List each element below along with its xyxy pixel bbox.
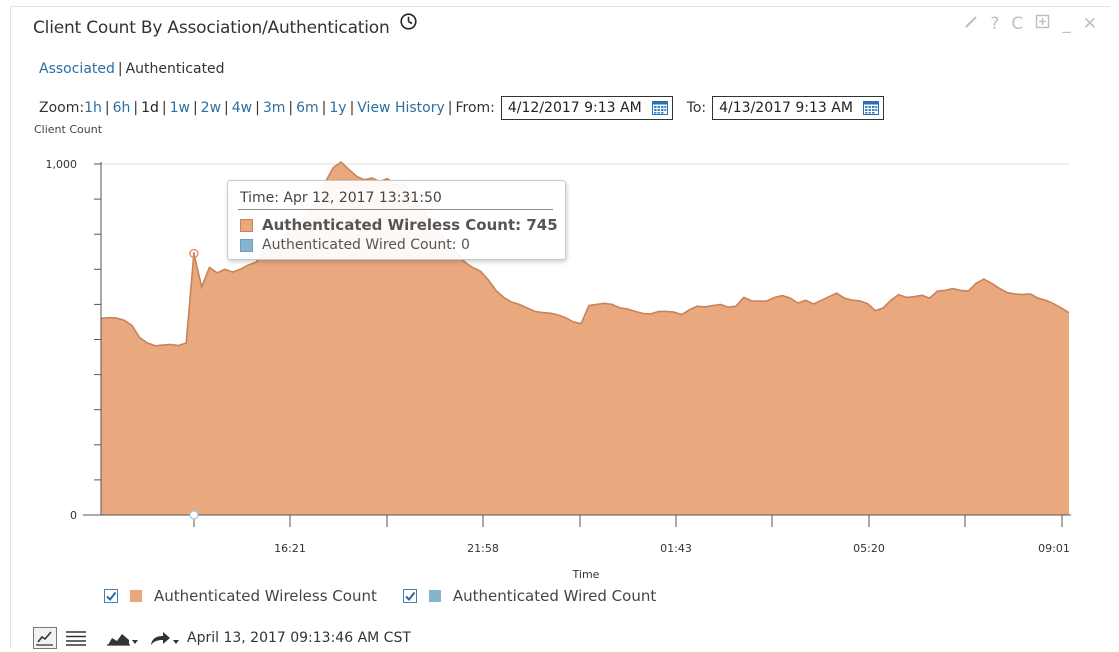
zoom-separator: | — [447, 100, 453, 116]
zoom-option-1d[interactable]: 1d — [141, 100, 159, 116]
zoom-separator: | — [133, 100, 139, 116]
mode-selector: Associated | Authenticated — [39, 61, 225, 77]
close-icon[interactable]: ✕ — [1082, 14, 1097, 34]
zoom-option-6m[interactable]: 6m — [296, 100, 319, 116]
to-date-field[interactable]: 4/13/2017 9:13 AM — [712, 96, 884, 120]
zoom-option-3m[interactable]: 3m — [262, 100, 286, 116]
zoom-label: Zoom: — [39, 100, 85, 116]
dashlet-title: Client Count By Association/Authenticati… — [33, 18, 390, 38]
chart-view-icon[interactable] — [33, 627, 57, 649]
x-tick-label: 16:21 — [274, 542, 306, 555]
window-controls: ? C _ ✕ — [964, 14, 1097, 34]
zoom-separator: | — [161, 100, 167, 116]
chart-type-menu-icon[interactable] — [107, 630, 139, 646]
wireless-checkbox[interactable] — [104, 589, 118, 603]
calendar-icon[interactable] — [651, 101, 668, 115]
zoom-option-view-history[interactable]: View History — [357, 100, 445, 116]
from-date-field[interactable]: 4/12/2017 9:13 AM — [500, 96, 673, 120]
authenticated-label[interactable]: Authenticated — [125, 61, 225, 77]
x-tick-label: 01:43 — [660, 542, 692, 555]
zoom-options: 1h | 6h | 1d | 1w | 2w | 4w | 3m | 6m | 1y | View History — [84, 100, 445, 116]
zoom-toolbar: Zoom: 1h | 6h | 1d | 1w | 2w | 4w | 3m | 6m | 1y | View Hi… — [39, 96, 884, 120]
chart-tooltip: Time: Apr 12, 2017 13:31:50 Authenticate… — [227, 180, 566, 260]
zoom-separator: | — [288, 100, 294, 116]
refresh-icon[interactable]: C — [1011, 14, 1024, 34]
table-view-icon[interactable] — [65, 630, 87, 646]
tooltip-wireless-row: Authenticated Wireless Count: 745 — [240, 216, 558, 234]
zoom-separator: | — [224, 100, 229, 116]
zoom-separator: | — [104, 100, 110, 116]
y-tick-label: 0 — [70, 509, 77, 522]
x-tick-label: 21:58 — [467, 542, 499, 555]
legend-wired-label[interactable]: Authenticated Wired Count — [452, 587, 657, 605]
zoom-separator: | — [321, 100, 327, 116]
tooltip-wired-value: Authenticated Wired Count: 0 — [262, 237, 470, 253]
dashlet-panel — [10, 6, 1110, 648]
expand-icon[interactable] — [1035, 14, 1050, 34]
tooltip-time: Time: Apr 12, 2017 13:31:50 — [240, 190, 442, 206]
tooltip-wired-row: Authenticated Wired Count: 0 — [240, 237, 470, 253]
x-tick-label: 05:20 — [853, 542, 885, 555]
legend-wired-swatch — [428, 590, 441, 602]
hover-marker-wired — [189, 510, 199, 520]
calendar-icon[interactable] — [862, 101, 879, 115]
zoom-option-2w[interactable]: 2w — [200, 100, 222, 116]
mode-separator: | — [117, 61, 123, 77]
dashlet-footer: April 13, 2017 09:13:46 AM CST — [33, 627, 411, 649]
pencil-icon[interactable] — [964, 14, 978, 34]
minimize-icon[interactable]: _ — [1062, 14, 1071, 34]
clock-icon[interactable] — [400, 13, 417, 30]
share-menu-icon[interactable] — [149, 630, 181, 646]
wired-swatch — [240, 238, 253, 252]
footer-timestamp: April 13, 2017 09:13:46 AM CST — [187, 630, 411, 646]
x-axis-title: Time — [572, 568, 600, 581]
zoom-separator: | — [192, 100, 198, 116]
y-axis-title: Client Count — [34, 123, 103, 136]
from-label: From: — [455, 100, 495, 116]
wireless-swatch — [240, 218, 253, 232]
zoom-option-1y[interactable]: 1y — [329, 100, 347, 116]
to-date-value: 4/13/2017 9:13 AM — [719, 100, 853, 116]
zoom-option-6h[interactable]: 6h — [112, 100, 131, 116]
from-date-value: 4/12/2017 9:13 AM — [507, 100, 642, 116]
help-icon[interactable]: ? — [990, 14, 1000, 34]
tooltip-wireless-value: Authenticated Wireless Count: 745 — [262, 216, 558, 234]
to-label: To: — [686, 100, 707, 116]
zoom-option-4w[interactable]: 4w — [231, 100, 253, 116]
zoom-separator: | — [255, 100, 260, 116]
zoom-option-1w[interactable]: 1w — [169, 100, 190, 116]
legend-wireless-label[interactable]: Authenticated Wireless Count — [154, 587, 377, 605]
hover-marker-wireless — [189, 248, 199, 259]
hover-marker-wireless-dot — [192, 252, 196, 255]
zoom-option-1h[interactable]: 1h — [84, 100, 102, 116]
legend-wireless-swatch — [130, 590, 142, 602]
chart-legend: Authenticated Wireless Count Authenticat… — [104, 587, 656, 605]
zoom-separator: | — [349, 100, 355, 116]
wired-checkbox[interactable] — [402, 589, 417, 603]
y-tick-label: 1,000 — [46, 158, 78, 171]
x-tick-label: 09:01 — [1038, 542, 1070, 555]
tooltip-divider — [238, 209, 553, 210]
associated-link[interactable]: Associated — [39, 61, 115, 77]
